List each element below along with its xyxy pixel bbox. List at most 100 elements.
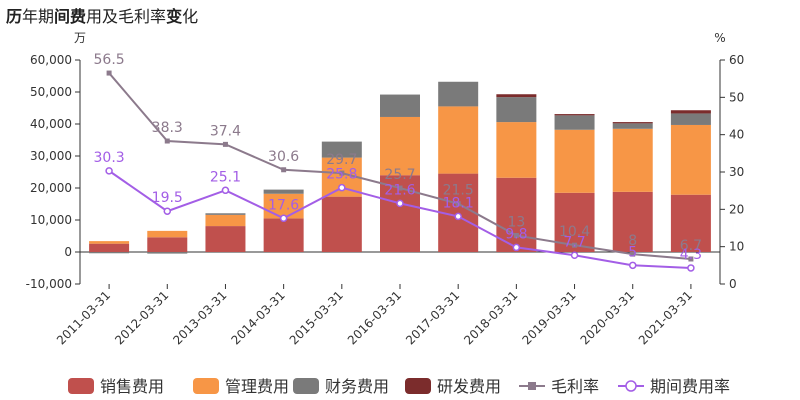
bar-segment [496,97,537,123]
data-label: 7.7 [563,234,585,250]
left-axis-tick-label: 30,000 [30,149,72,163]
legend-label: 管理费用 [225,377,289,396]
data-label: 19.5 [152,190,183,206]
bar-segment [205,213,246,215]
data-label: 25.1 [210,169,241,185]
data-label: 18.1 [443,195,474,211]
bar-segment [321,141,362,158]
data-label: 30.6 [268,149,299,165]
bar-segment [89,252,130,254]
legend-swatch [293,378,319,394]
legend-marker [625,380,637,392]
legend-swatch [68,378,94,394]
title-part: 用及毛利率 [86,7,167,26]
expense-ratio-point [163,207,172,215]
x-axis-tick-label: 2011-03-31 [54,288,113,347]
right-axis-tick-label: 50 [729,90,744,104]
expense-ratio-point [279,214,288,223]
legend-label: 财务费用 [325,377,389,396]
x-axis-tick-label: 2017-03-31 [403,288,462,347]
gross-margin-point [513,232,519,238]
right-axis-tick-label: 30 [729,165,744,179]
legend-swatch [405,378,431,394]
data-label: 9.8 [505,226,527,242]
bar-segment [147,230,188,238]
expense-ratio-point [687,264,695,272]
x-axis-tick-label: 2013-03-31 [170,288,229,347]
bar-segment [263,193,304,219]
legend-label: 销售费用 [100,377,164,396]
x-axis-tick-label: 2018-03-31 [461,288,520,347]
right-axis-unit: % [714,31,725,45]
bar-segment [496,94,537,98]
gross-margin-point [688,256,694,262]
right-axis-tick-label: 20 [729,202,744,216]
bar-segment [380,116,420,176]
expense-ratio-point [570,251,579,260]
data-label: 17.6 [268,197,299,213]
title-part: 间费 [54,7,87,26]
bar-segment [263,189,304,194]
expense-ratio-point [454,212,462,221]
data-label: 21.6 [384,182,415,198]
bar-segment [670,194,711,252]
bar-segment [612,123,653,129]
expense-ratio-point [221,186,230,195]
legend-label: 期间费用率 [650,377,730,396]
right-axis-tick-label: 10 [729,240,744,254]
gross-margin-point [339,170,345,176]
bar-segment [205,214,246,227]
data-label: 29.7 [326,152,357,168]
data-label: 6.7 [680,238,702,254]
left-axis-tick-label: -10,000 [26,277,72,291]
bar-segment [670,113,711,125]
x-axis-tick-label: 2014-03-31 [229,288,288,347]
bar-segment [670,110,711,114]
data-label: 21.5 [443,183,474,199]
bar-segment [612,128,653,192]
bar-segment [670,124,711,195]
left-axis-tick-label: 60,000 [30,53,72,67]
bar-segment [438,106,479,174]
title-part: 年期 [22,7,55,26]
data-label: 25.8 [326,167,357,183]
data-label: 56.5 [94,52,125,68]
data-label: 30.3 [94,150,125,166]
x-axis-tick-label: 2012-03-31 [112,288,171,347]
bar-segment [554,115,595,130]
gross-margin-point [281,167,287,173]
data-label: 37.4 [210,123,241,139]
left-axis-tick-label: 40,000 [30,117,72,131]
expense-ratio-point [628,261,637,270]
bar-segment [496,122,537,178]
bar-segment [438,81,479,107]
gross-margin-point [106,70,112,76]
left-axis-tick-label: 10,000 [30,213,72,227]
left-axis-unit: 万 [74,31,86,45]
legend-swatch [193,378,219,394]
x-axis-tick-label: 2019-03-31 [519,288,578,347]
expense-ratio-point [512,243,521,252]
legend-label: 研发费用 [437,377,501,396]
expense-ratio-point [338,183,346,192]
left-axis-tick-label: 0 [64,245,72,259]
bar-segment [380,94,420,117]
gross-margin-point [455,201,461,207]
chart-title: 历年期间费用及毛利率变化 [6,3,198,27]
bar-segment [554,114,595,116]
right-axis-tick-label: 60 [729,53,744,67]
data-label: 25.7 [384,167,415,183]
legend-label: 毛利率 [551,377,599,396]
left-axis-tick-label: 20,000 [30,181,72,195]
bar-segment [612,122,653,124]
right-axis-tick-label: 0 [729,277,737,291]
gross-margin-point [572,242,578,248]
left-axis-tick-label: 50,000 [30,85,72,99]
x-axis-tick-label: 2020-03-31 [578,288,637,347]
expense-ratio-point [396,199,404,208]
bar-segment [147,252,188,254]
x-axis-tick-label: 2015-03-31 [287,288,346,347]
data-label: 8 [628,233,637,249]
data-label: 4.3 [680,247,702,263]
